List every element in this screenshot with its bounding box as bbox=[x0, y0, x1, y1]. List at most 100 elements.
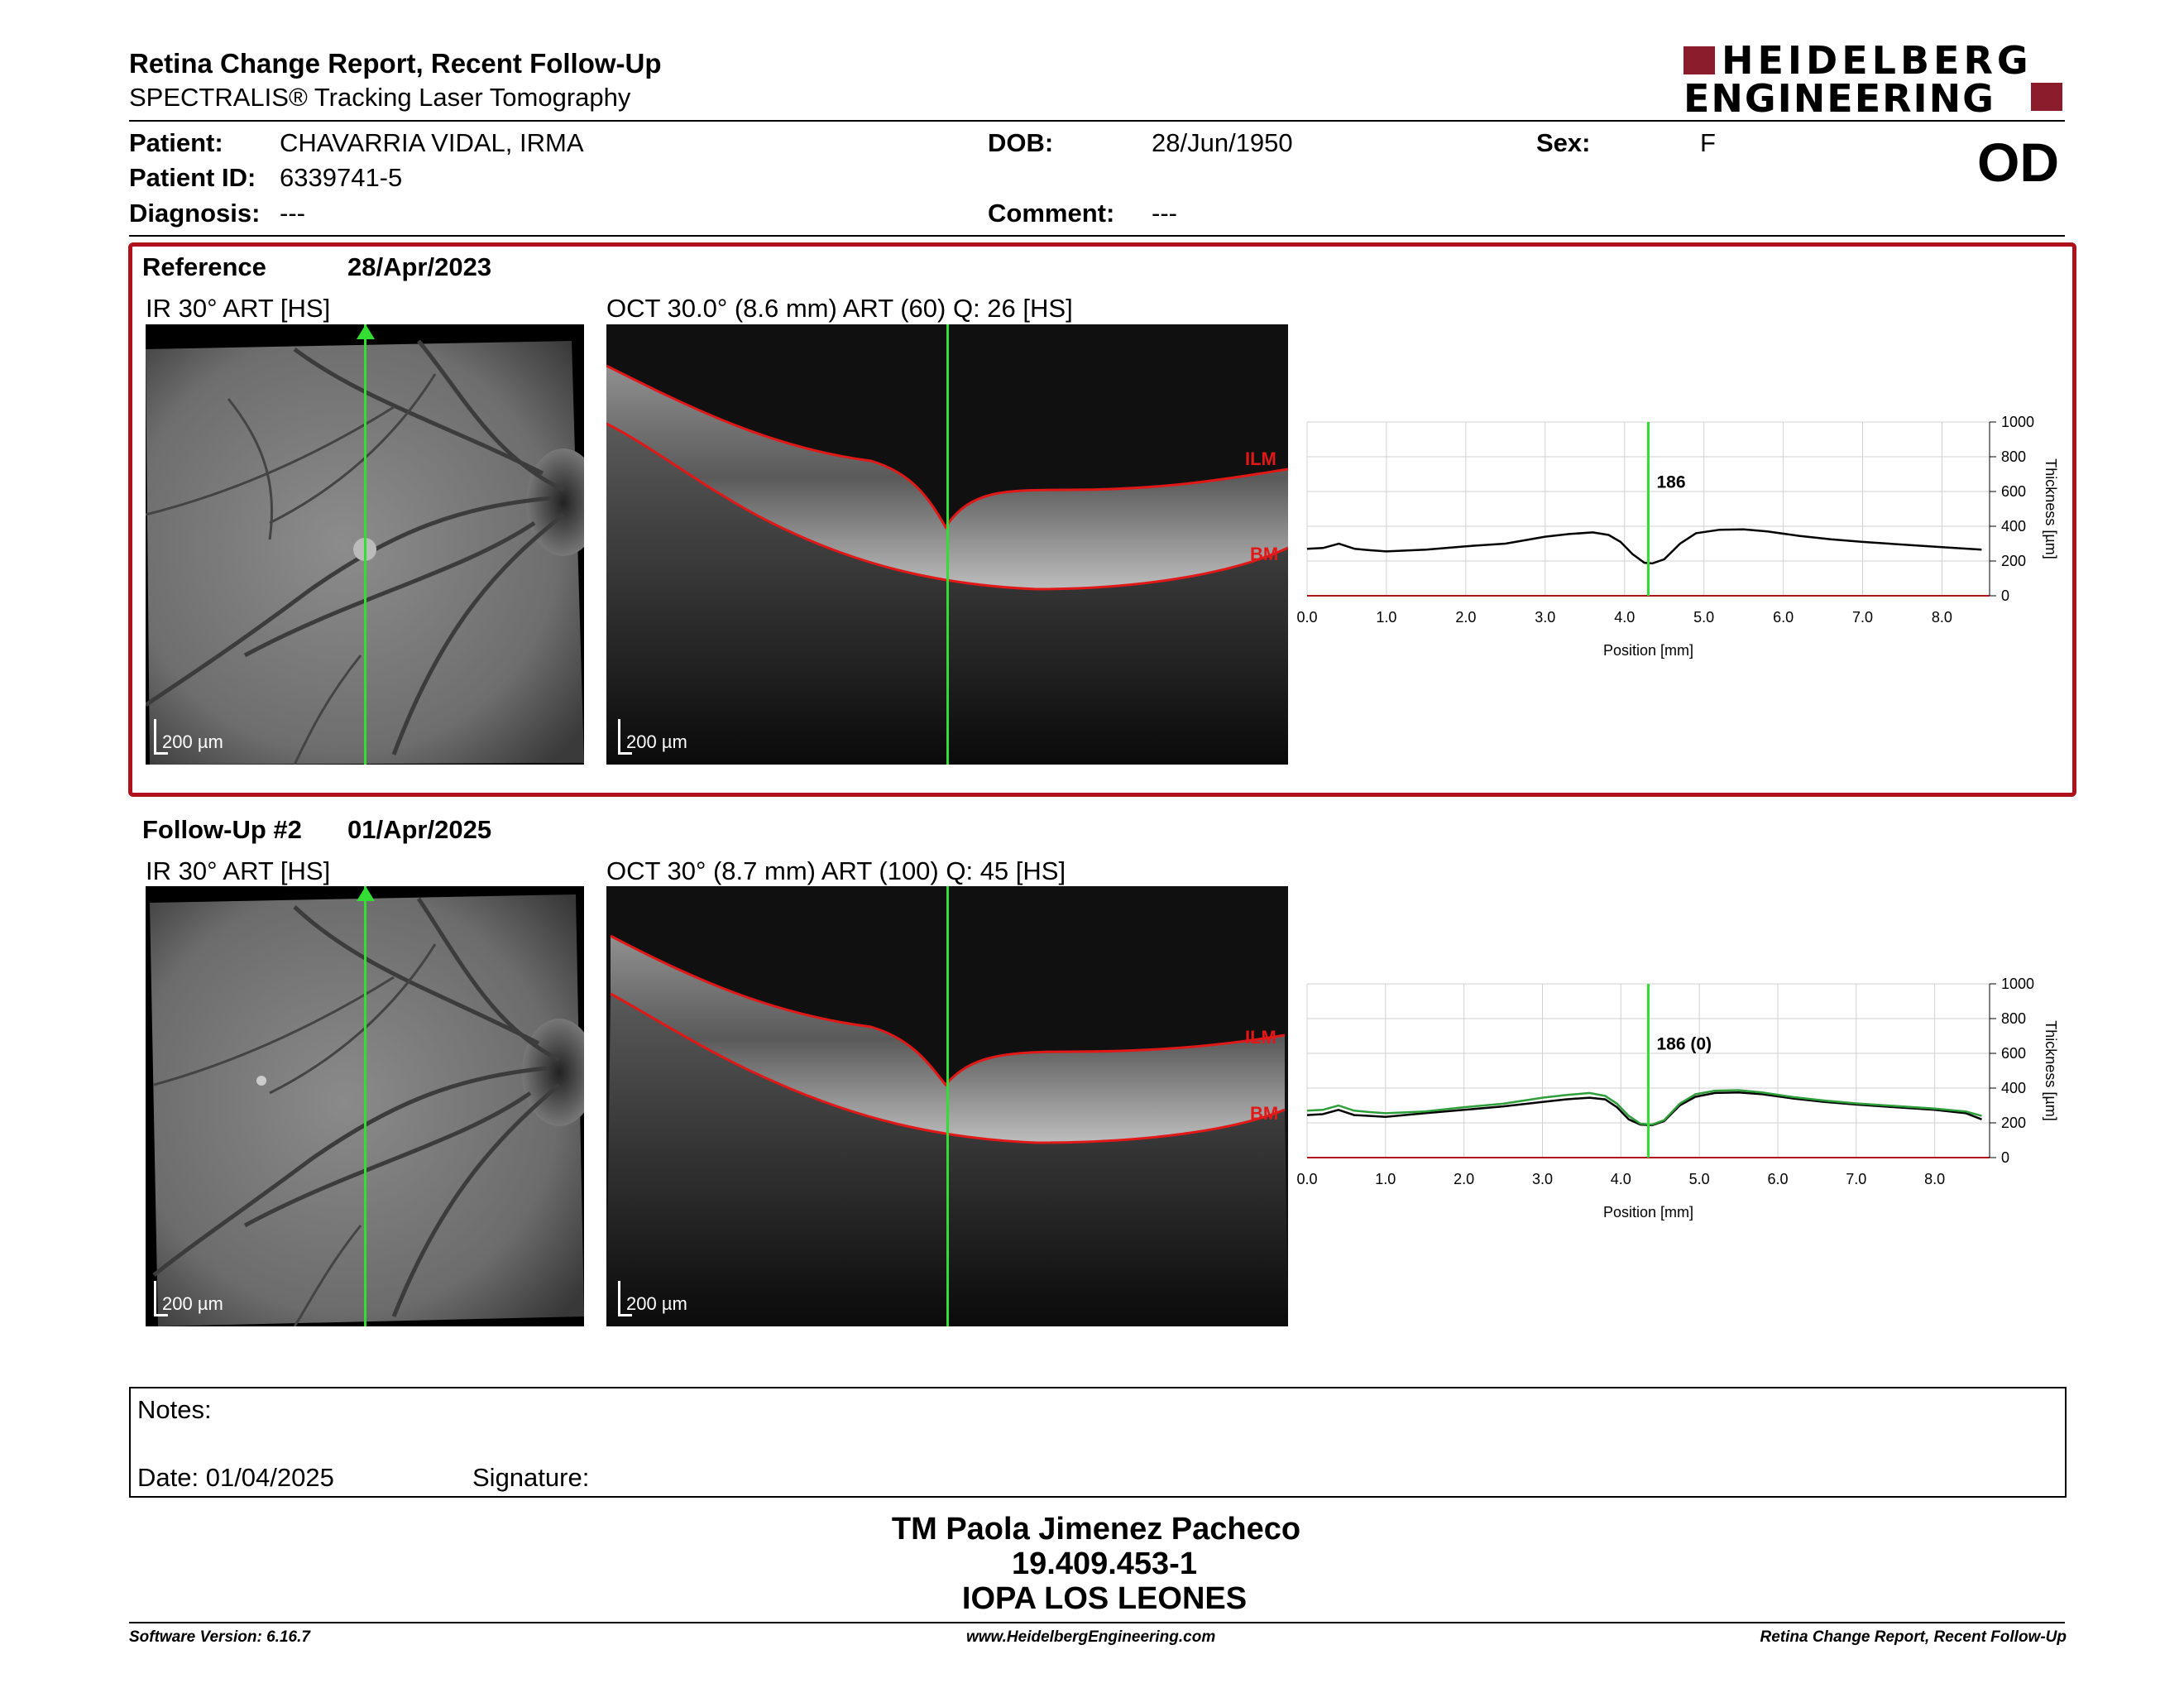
marker-value-label: 186 (0) bbox=[1657, 1034, 1712, 1053]
heidelberg-logo: HEIDELBERG ENGINEERING bbox=[1684, 38, 2064, 121]
x-tick-label: 3.0 bbox=[1532, 1171, 1553, 1187]
ilm-label: ILM bbox=[1245, 448, 1276, 469]
eye-od: OD bbox=[1977, 132, 2059, 193]
stamp-name: TM Paola Jimenez Pacheco bbox=[891, 1512, 1301, 1547]
series-line-0 bbox=[1306, 528, 1982, 565]
footer-report-name: Retina Change Report, Recent Follow-Up bbox=[1760, 1628, 2067, 1646]
scale-label: 200 µm bbox=[162, 731, 223, 752]
reference-oct-scan-line bbox=[946, 324, 949, 765]
bm-label: BM bbox=[1250, 1103, 1279, 1124]
x-tick-label: 2.0 bbox=[1455, 609, 1476, 626]
y-tick-label: 200 bbox=[2001, 1115, 2026, 1131]
stamp-rut: 19.409.453-1 bbox=[1012, 1547, 1197, 1581]
logo-line2: ENGINEERING bbox=[1684, 76, 1995, 121]
x-axis-label: Position [mm] bbox=[1603, 1204, 1693, 1220]
x-tick-label: 5.0 bbox=[1693, 609, 1714, 626]
reference-ir-scalebar: 200 µm bbox=[154, 705, 253, 755]
y-tick-label: 1000 bbox=[2001, 414, 2034, 430]
scale-label: 200 µm bbox=[162, 1293, 223, 1314]
notes-box: Notes: Date: 01/04/2025 Signature: bbox=[129, 1387, 2067, 1498]
y-tick-label: 200 bbox=[2001, 553, 2026, 569]
x-tick-label: 1.0 bbox=[1375, 1171, 1396, 1187]
x-tick-label: 8.0 bbox=[1924, 1171, 1945, 1187]
followup-ir-image: 200 µm bbox=[146, 886, 584, 1326]
footer-software-version: Software Version: 6.16.7 bbox=[129, 1628, 310, 1646]
y-axis-label: Thickness [µm] bbox=[2043, 458, 2059, 559]
y-tick-label: 400 bbox=[2001, 518, 2026, 535]
logo-line1: HEIDELBERG bbox=[1722, 38, 2033, 83]
signature-stamp: TM Paola Jimenez Pacheco 19.409.453-1 IO… bbox=[827, 1512, 1365, 1616]
ilm-label: ILM bbox=[1245, 1027, 1276, 1048]
x-tick-label: 6.0 bbox=[1767, 1171, 1788, 1187]
followup-ir-title: IR 30° ART [HS] bbox=[146, 856, 331, 885]
scan-arrow-icon bbox=[357, 324, 375, 339]
followup-label: Follow-Up #2 bbox=[142, 815, 302, 844]
y-tick-label: 600 bbox=[2001, 1045, 2026, 1062]
series-line-1 bbox=[1306, 1089, 1982, 1126]
x-tick-label: 5.0 bbox=[1689, 1171, 1710, 1187]
y-tick-label: 400 bbox=[2001, 1080, 2026, 1096]
y-tick-label: 600 bbox=[2001, 483, 2026, 500]
reference-ir-scan-line bbox=[364, 324, 366, 765]
report-subtitle: SPECTRALIS® Tracking Laser Tomography bbox=[129, 83, 631, 112]
x-tick-label: 1.0 bbox=[1376, 609, 1396, 626]
x-tick-label: 0.0 bbox=[1296, 609, 1317, 626]
reference-oct-title: OCT 30.0° (8.6 mm) ART (60) Q: 26 [HS] bbox=[606, 294, 1073, 323]
footer-website[interactable]: www.HeidelbergEngineering.com bbox=[966, 1628, 1216, 1646]
followup-thickness-chart: 0.0 1.0 2.0 3.0 4.0 5.0 6.0 7.0 8.0 0 200 400 600 800… bbox=[1296, 976, 2059, 1220]
y-tick-label: 800 bbox=[2001, 448, 2026, 465]
patient-label: Patient: bbox=[129, 128, 223, 157]
x-tick-label: 7.0 bbox=[1846, 1171, 1866, 1187]
marker-value-label: 186 bbox=[1657, 472, 1686, 492]
reference-ir-title: IR 30° ART [HS] bbox=[146, 294, 331, 323]
scale-label: 200 µm bbox=[626, 731, 687, 752]
diagnosis-value: --- bbox=[280, 199, 305, 228]
sex-value: F bbox=[1700, 128, 1716, 157]
comment-label: Comment: bbox=[988, 199, 1115, 228]
patient-id-label: Patient ID: bbox=[129, 163, 256, 192]
x-tick-label: 6.0 bbox=[1773, 609, 1794, 626]
patient-name: CHAVARRIA VIDAL, IRMA bbox=[280, 128, 584, 157]
y-axis-label: Thickness [µm] bbox=[2043, 1020, 2059, 1120]
y-tick-label: 1000 bbox=[2001, 976, 2034, 992]
x-tick-label: 2.0 bbox=[1454, 1171, 1474, 1187]
scan-arrow-icon bbox=[357, 886, 375, 901]
x-tick-label: 0.0 bbox=[1296, 1171, 1317, 1187]
reference-oct-image: ILM BM 200 µm bbox=[606, 324, 1288, 765]
signature-label: Signature: bbox=[472, 1463, 590, 1492]
reference-label: Reference bbox=[142, 252, 266, 281]
x-tick-label: 7.0 bbox=[1852, 609, 1873, 626]
diagnosis-label: Diagnosis: bbox=[129, 199, 261, 228]
reference-oct-scalebar: 200 µm bbox=[618, 705, 717, 755]
y-tick-label: 0 bbox=[2001, 1149, 2009, 1166]
followup-oct-scalebar: 200 µm bbox=[618, 1267, 717, 1316]
notes-label: Notes: bbox=[137, 1395, 212, 1424]
dob-value: 28/Jun/1950 bbox=[1152, 128, 1293, 157]
comment-value: --- bbox=[1152, 199, 1177, 228]
followup-oct-image: ILM BM 200 µm bbox=[606, 886, 1288, 1326]
followup-ir-scan-line bbox=[364, 886, 366, 1326]
scale-label: 200 µm bbox=[626, 1293, 687, 1314]
followup-ir-scalebar: 200 µm bbox=[154, 1267, 253, 1316]
reference-frame bbox=[128, 242, 2076, 797]
y-tick-label: 800 bbox=[2001, 1010, 2026, 1027]
bm-label: BM bbox=[1250, 544, 1279, 564]
x-tick-label: 3.0 bbox=[1535, 609, 1555, 626]
y-tick-label: 0 bbox=[2001, 587, 2009, 604]
reference-date: 28/Apr/2023 bbox=[347, 252, 492, 281]
reference-ir-image: 200 µm bbox=[146, 324, 584, 765]
patient-id: 6339741-5 bbox=[280, 163, 403, 192]
report-title: Retina Change Report, Recent Follow-Up bbox=[129, 48, 662, 79]
x-tick-label: 8.0 bbox=[1932, 609, 1952, 626]
x-axis-label: Position [mm] bbox=[1603, 642, 1693, 659]
followup-oct-scan-line bbox=[946, 886, 949, 1326]
x-tick-label: 4.0 bbox=[1611, 1171, 1631, 1187]
sex-label: Sex: bbox=[1536, 128, 1591, 157]
series-line-0 bbox=[1306, 1091, 1982, 1127]
dob-label: DOB: bbox=[988, 128, 1054, 157]
followup-oct-title: OCT 30° (8.7 mm) ART (100) Q: 45 [HS] bbox=[606, 856, 1066, 885]
stamp-institution: IOPA LOS LEONES bbox=[961, 1581, 1248, 1616]
notes-date: Date: 01/04/2025 bbox=[137, 1463, 334, 1492]
reference-thickness-chart: 0.0 1.0 2.0 3.0 4.0 5.0 6.0 7.0 8.0 0 200 400 600 800… bbox=[1296, 414, 2059, 659]
followup-date: 01/Apr/2025 bbox=[347, 815, 492, 844]
